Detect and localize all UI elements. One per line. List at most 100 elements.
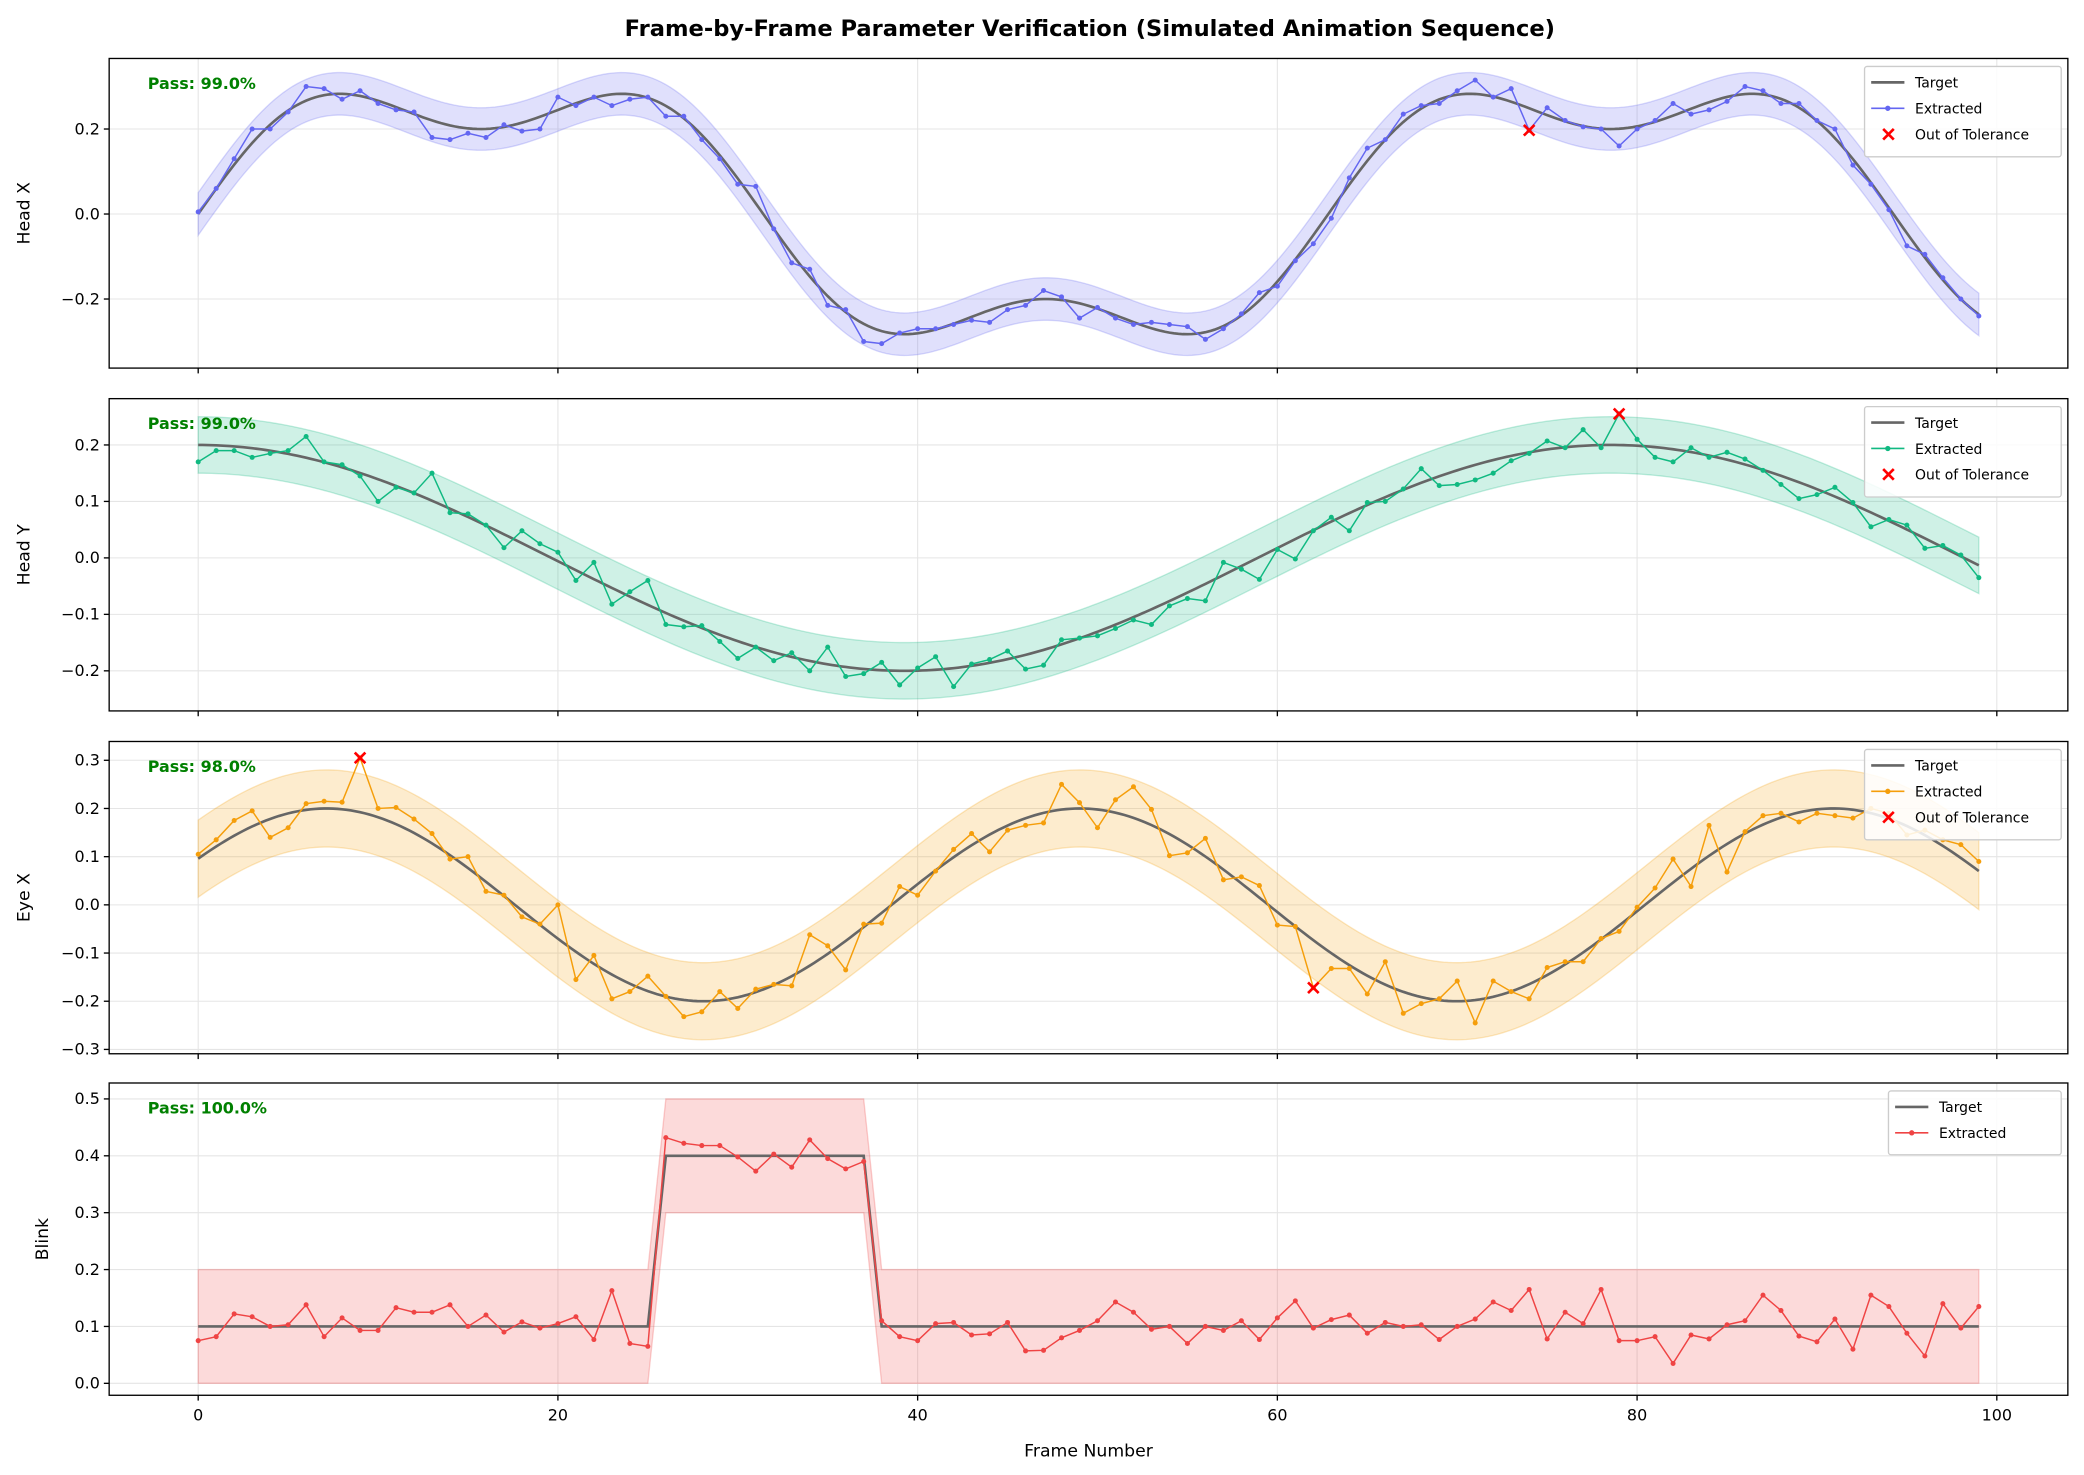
extracted-point [951, 321, 957, 328]
extracted-point [1796, 496, 1802, 502]
extracted-point [1562, 959, 1568, 965]
extracted-point [267, 126, 273, 132]
extracted-point [1958, 552, 1964, 558]
pass-rate-label: Pass: 100.0% [148, 1099, 267, 1118]
extracted-point [1274, 1315, 1280, 1321]
extracted-point [447, 856, 453, 862]
y-tick-label: 0.1 [75, 847, 100, 866]
extracted-point [1670, 100, 1676, 107]
extracted-point [1580, 959, 1586, 965]
extracted-point [1130, 617, 1136, 623]
extracted-point [897, 884, 903, 890]
extracted-point [393, 107, 399, 113]
extracted-point [1688, 111, 1694, 117]
extracted-point [807, 266, 813, 272]
extracted-point [393, 804, 399, 811]
extracted-point [951, 1319, 957, 1325]
extracted-point [1598, 936, 1604, 942]
extracted-point [1814, 117, 1820, 124]
extracted-point [1436, 996, 1442, 1002]
extracted-point [1184, 850, 1190, 856]
extracted-point [1130, 1309, 1136, 1315]
extracted-line [198, 1136, 1980, 1365]
y-axis-label: Head Y [14, 524, 34, 586]
y-tick-label: −0.2 [61, 661, 100, 680]
extracted-point [1472, 77, 1478, 83]
extracted-point [681, 1140, 687, 1146]
extracted-point [1238, 566, 1244, 572]
extracted-point [1346, 1312, 1352, 1318]
extracted-point [1274, 283, 1280, 289]
extracted-point [1778, 481, 1784, 488]
extracted-point [1041, 662, 1047, 668]
extracted-point [1544, 105, 1550, 111]
extracted-point [303, 801, 309, 807]
extracted-point [609, 1288, 615, 1294]
extracted-point [879, 659, 885, 665]
extracted-point [753, 986, 759, 992]
extracted-point [1724, 449, 1730, 455]
chart-title: Frame-by-Frame Parameter Verification (S… [625, 16, 1555, 42]
extracted-point [1508, 458, 1514, 464]
extracted-point [1652, 454, 1658, 460]
y-tick-label: 0.4 [75, 1146, 100, 1165]
extracted-point [1256, 290, 1262, 296]
extracted-point [1580, 124, 1586, 130]
extracted-point [645, 94, 651, 100]
extracted-point [465, 130, 471, 136]
target-line [197, 807, 1980, 1003]
extracted-point [897, 330, 903, 336]
extracted-point [447, 137, 453, 143]
extracted-point [1598, 445, 1604, 451]
extracted-point [1094, 1318, 1101, 1324]
extracted-point [1634, 436, 1640, 442]
extracted-point [951, 684, 957, 690]
extracted-point [1922, 1353, 1928, 1359]
extracted-point [1490, 978, 1496, 984]
extracted-point [1328, 514, 1334, 520]
extracted-point [609, 601, 615, 607]
legend-label-extracted: Extracted [1939, 1126, 2006, 1142]
extracted-point [1148, 622, 1154, 628]
extracted-point [519, 914, 525, 920]
extracted-point [1958, 1325, 1964, 1331]
extracted-point [321, 459, 327, 465]
target-line [197, 92, 1980, 336]
subplot-blink: 0.0 0.1 0.2 0.3 0.4 0.5 0 20 40 60 80 100 Blink Pass:… [33, 1082, 2069, 1425]
marker-stroke [353, 751, 367, 765]
extracted-point [1076, 1327, 1083, 1333]
extracted-point [591, 94, 597, 100]
extracted-point [1904, 1330, 1910, 1336]
extracted-point [249, 1314, 255, 1320]
extracted-point [213, 448, 219, 454]
extracted-point [1382, 1319, 1388, 1325]
extracted-point [591, 559, 597, 565]
extracted-point [645, 577, 651, 584]
extracted-point [825, 1156, 831, 1162]
extracted-point [213, 185, 219, 192]
extracted-point [1364, 991, 1370, 997]
marker-stroke [1522, 124, 1536, 137]
extracted-point [663, 622, 669, 628]
extracted-point [1796, 819, 1802, 825]
extracted-point [357, 473, 363, 479]
extracted-point [1184, 596, 1190, 602]
extracted-point [447, 1302, 453, 1308]
extracted-point [285, 1322, 291, 1328]
extracted-point [663, 1135, 669, 1141]
axes-frame [108, 57, 2069, 369]
extracted-point [1940, 542, 1946, 548]
extracted-point [1328, 965, 1334, 971]
extracted-point [231, 817, 237, 824]
extracted-point [429, 134, 435, 141]
y-tick-label: 0.0 [75, 1374, 100, 1393]
extracted-point [1310, 241, 1316, 247]
extracted-point [915, 665, 921, 671]
extracted-point [339, 799, 345, 805]
legend-box [1863, 405, 2062, 498]
extracted-point [1220, 1327, 1226, 1333]
extracted-point [1292, 556, 1298, 562]
extracted-point [933, 1321, 939, 1327]
extracted-point [1688, 884, 1694, 890]
extracted-point [1130, 321, 1136, 328]
